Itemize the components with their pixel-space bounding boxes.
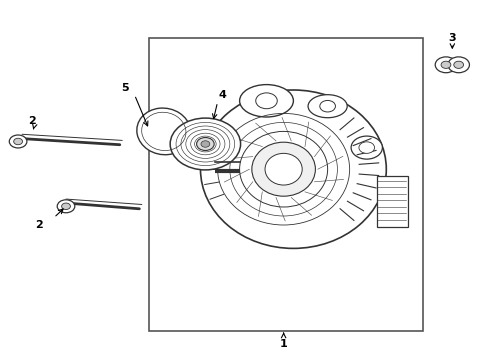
Ellipse shape	[239, 131, 327, 207]
Ellipse shape	[307, 95, 346, 118]
Circle shape	[57, 200, 75, 213]
Circle shape	[255, 93, 277, 109]
Bar	[149, 38, 422, 331]
Circle shape	[61, 203, 70, 210]
Circle shape	[440, 61, 450, 68]
Ellipse shape	[137, 108, 190, 155]
Ellipse shape	[264, 153, 302, 185]
Circle shape	[14, 138, 22, 145]
Text: 2: 2	[35, 220, 43, 230]
Ellipse shape	[200, 90, 386, 248]
Circle shape	[9, 135, 27, 148]
Text: 4: 4	[218, 90, 226, 100]
Circle shape	[453, 61, 463, 68]
Circle shape	[201, 141, 209, 147]
Text: 3: 3	[447, 33, 455, 43]
Ellipse shape	[239, 85, 293, 117]
Text: 1: 1	[279, 339, 287, 349]
Circle shape	[170, 118, 240, 170]
Circle shape	[350, 136, 382, 159]
Circle shape	[319, 100, 335, 112]
Ellipse shape	[251, 142, 315, 196]
Text: 2: 2	[28, 116, 36, 126]
Bar	[376, 176, 407, 227]
Circle shape	[358, 142, 374, 153]
Circle shape	[447, 57, 468, 73]
Circle shape	[434, 57, 456, 73]
Text: 5: 5	[121, 83, 128, 93]
Circle shape	[196, 138, 214, 150]
